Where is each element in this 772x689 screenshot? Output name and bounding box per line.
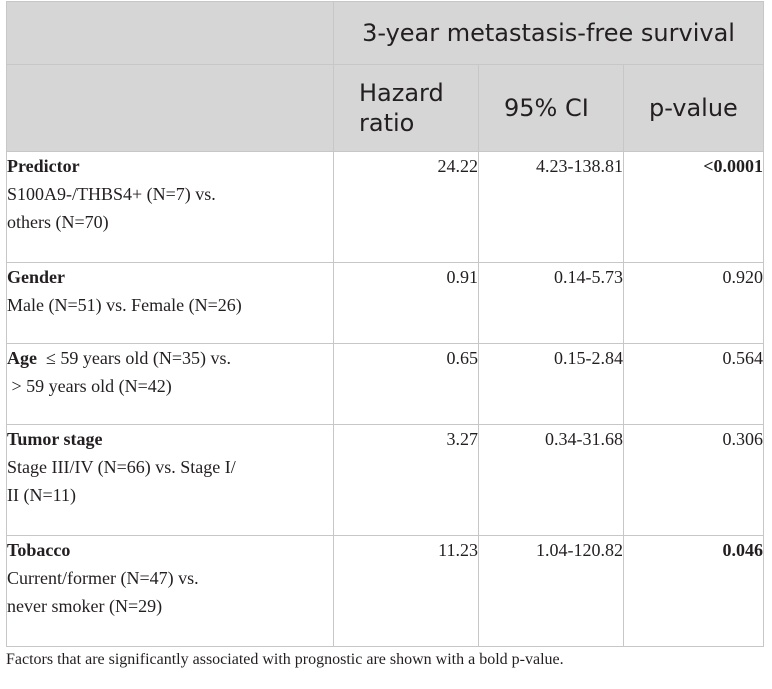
row-desc-line2: > 59 years old (N=42) <box>11 376 172 396</box>
hazard-ratio-value: 24.22 <box>333 151 479 263</box>
predictor-cell: Tumor stage Stage III/IV (N=66) vs. Stag… <box>6 424 334 536</box>
hazard-ratio-header-line1: Hazard <box>359 79 444 107</box>
predictor-cell: Age ≤ 59 years old (N=35) vs. > 59 years… <box>6 343 334 425</box>
row-title: Gender <box>7 267 65 287</box>
table-row-tobacco: Tobacco Current/former (N=47) vs. never … <box>6 535 765 647</box>
hazard-ratio-header-line2: ratio <box>359 109 415 137</box>
predictor-cell: Predictor S100A9-/THBS4+ (N=7) vs. other… <box>6 151 334 263</box>
ci-header: 95% CI <box>478 64 624 152</box>
pvalue-value: 0.564 <box>622 343 765 425</box>
row-desc-line2: II (N=11) <box>7 485 76 505</box>
row-desc-line1: Current/former (N=47) vs. <box>7 568 199 588</box>
ci-value: 0.15-2.84 <box>478 343 624 425</box>
row-title: Predictor <box>7 156 80 176</box>
hazard-ratio-value: 0.91 <box>333 262 479 344</box>
table-footnote: Factors that are significantly associate… <box>6 651 564 668</box>
group-header: 3-year metastasis-free survival <box>332 1 765 65</box>
predictor-cell: Tobacco Current/former (N=47) vs. never … <box>6 535 334 647</box>
pvalue-value: 0.046 <box>622 535 765 647</box>
pvalue-value: 0.920 <box>622 262 765 344</box>
table-row-predictor: Predictor S100A9-/THBS4+ (N=7) vs. other… <box>6 151 765 263</box>
row-title: Tumor stage <box>7 429 103 449</box>
row-title: Tobacco <box>7 540 71 560</box>
table-row-age: Age ≤ 59 years old (N=35) vs. > 59 years… <box>6 343 765 425</box>
header-blank-cell <box>6 1 334 65</box>
row-desc-line1: S100A9-/THBS4+ (N=7) vs. <box>7 184 216 204</box>
row-title: Age <box>7 348 37 368</box>
pvalue-value: 0.306 <box>622 424 765 536</box>
ci-value: 1.04-120.82 <box>478 535 624 647</box>
results-table: 3-year metastasis-free survival Hazard r… <box>6 1 765 647</box>
ci-value: 4.23-138.81 <box>478 151 624 263</box>
hazard-ratio-value: 11.23 <box>333 535 479 647</box>
header-blank-cell-2 <box>6 64 334 152</box>
ci-value: 0.14-5.73 <box>478 262 624 344</box>
pvalue-header: p-value <box>622 64 765 152</box>
hazard-ratio-header: Hazard ratio <box>333 64 479 152</box>
predictor-cell: Gender Male (N=51) vs. Female (N=26) <box>6 262 334 344</box>
row-desc-line2: others (N=70) <box>7 212 109 232</box>
row-desc-inline: ≤ 59 years old (N=35) vs. <box>46 348 232 368</box>
table-row-tumor-stage: Tumor stage Stage III/IV (N=66) vs. Stag… <box>6 424 765 536</box>
table-row-gender: Gender Male (N=51) vs. Female (N=26) 0.9… <box>6 262 765 344</box>
ci-value: 0.34-31.68 <box>478 424 624 536</box>
pvalue-value: <0.0001 <box>622 151 765 263</box>
row-desc-line2: never smoker (N=29) <box>7 596 163 616</box>
hazard-ratio-value: 3.27 <box>333 424 479 536</box>
row-desc-line1: Stage III/IV (N=66) vs. Stage I/ <box>7 457 236 477</box>
row-desc-line1: Male (N=51) vs. Female (N=26) <box>7 295 242 315</box>
hazard-ratio-value: 0.65 <box>333 343 479 425</box>
